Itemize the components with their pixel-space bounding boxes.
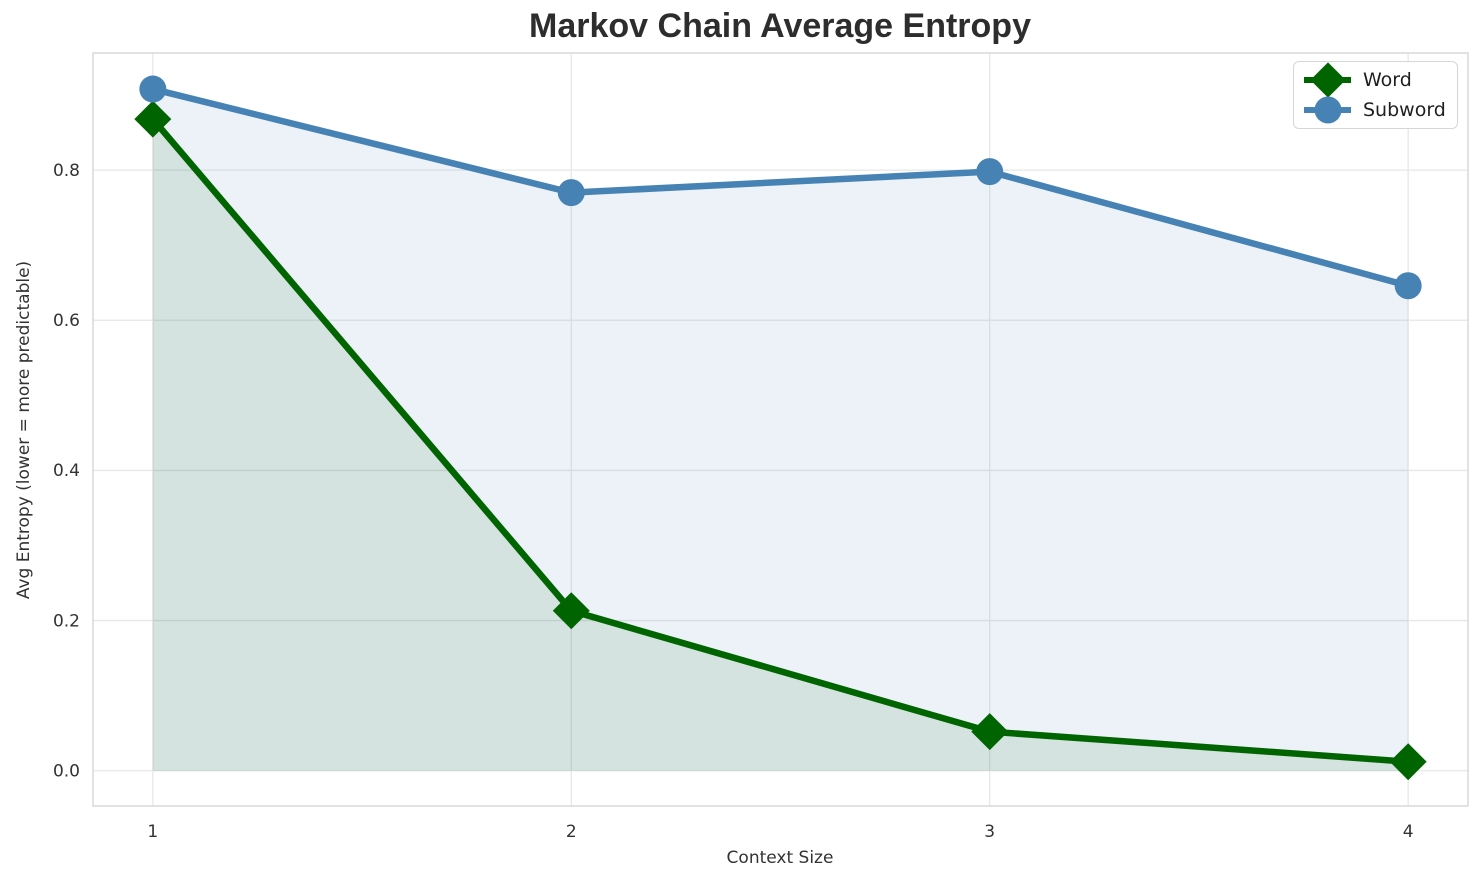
y-tick-label: 0.2 <box>53 611 80 631</box>
word-marker-sample <box>1304 62 1351 98</box>
word-data-point-diamond <box>134 100 172 138</box>
plot-border <box>92 52 1469 807</box>
legend: Word Subword <box>1293 61 1458 129</box>
axes-spines <box>92 52 1469 807</box>
subword-area-fill <box>152 89 1409 771</box>
x-axis-label: Context Size <box>726 848 834 868</box>
x-tick-label: 2 <box>566 822 577 842</box>
subword-series-line <box>149 85 1412 289</box>
y-tick-label: 0.0 <box>53 761 80 781</box>
legend-label-word: Word <box>1363 69 1412 91</box>
word-data-point-diamond <box>971 713 1009 751</box>
subword-data-point-circle <box>557 179 585 207</box>
x-tick-label: 3 <box>984 822 995 842</box>
y-axis-label: Avg Entropy (lower = more predictable) <box>14 260 34 600</box>
y-tick-label: 0.4 <box>53 461 80 481</box>
word-data-point-diamond <box>552 592 590 630</box>
subword-data-point-circle <box>139 75 167 103</box>
word-area-fill <box>152 119 1409 771</box>
subword-data-point-circle <box>976 158 1004 186</box>
y-tick-label: 0.6 <box>53 311 80 331</box>
legend-item-word: Word <box>1304 62 1447 98</box>
subword-data-point-circle <box>1394 272 1422 300</box>
word-data-point-diamond <box>1389 743 1427 781</box>
word-diamond-icon <box>1309 62 1346 98</box>
legend-label-subword: Subword <box>1363 99 1446 121</box>
subword-circle-icon <box>1314 96 1341 124</box>
x-tick-label: 1 <box>147 822 158 842</box>
y-tick-label: 0.8 <box>53 161 80 181</box>
x-tick-label: 4 <box>1403 822 1414 842</box>
legend-item-subword: Subword <box>1304 95 1447 125</box>
series-lines-and-markers <box>134 75 1427 781</box>
area-fills <box>152 89 1409 771</box>
word-series-line <box>149 115 1412 765</box>
chart-title: Markov Chain Average Entropy <box>529 7 1031 45</box>
subword-marker-sample <box>1304 95 1351 125</box>
tick-labels: 0.0 0.2 0.4 0.6 0.8 1 2 3 4 <box>53 161 1414 842</box>
